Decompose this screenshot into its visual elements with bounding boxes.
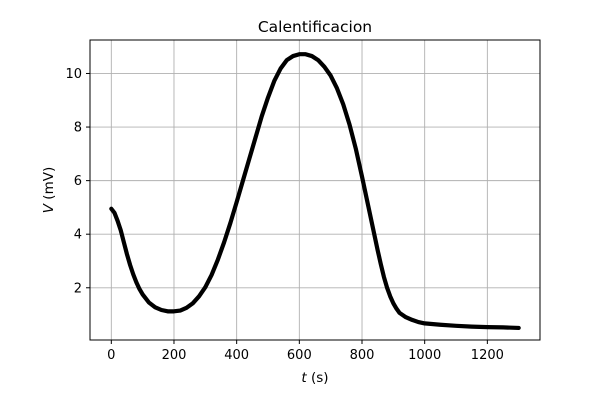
chart-title: Calentificacion	[258, 18, 372, 36]
y-tick-label: 6	[74, 174, 82, 189]
y-axis-ticks: 2 4 6 8 10	[65, 67, 90, 296]
x-tick-label: 1000	[408, 348, 441, 363]
x-axis-ticks: 0 200 400 600 800 1000 1200	[107, 340, 504, 363]
x-tick-label: 1200	[471, 348, 504, 363]
x-tick-label: 400	[224, 348, 249, 363]
x-tick-label: 200	[162, 348, 187, 363]
axes-frame	[89, 39, 541, 341]
grid	[90, 40, 540, 340]
y-axis-label-variable: V	[41, 202, 57, 213]
series-line	[109, 52, 521, 331]
y-tick-label: 4	[74, 228, 82, 243]
y-axis-label: V (mV)	[41, 167, 57, 213]
y-tick-label: 8	[74, 121, 82, 136]
plot-area	[90, 40, 540, 340]
y-tick-label: 2	[74, 281, 82, 296]
x-axis-label-variable: t	[301, 370, 307, 386]
x-tick-label: 0	[107, 348, 115, 363]
x-tick-label: 800	[350, 348, 375, 363]
x-axis-label: t (s)	[301, 370, 328, 386]
series-layer	[109, 52, 521, 331]
y-tick-label: 10	[65, 67, 82, 82]
y-axis-label-unit: (mV)	[41, 167, 57, 204]
x-tick-label: 600	[287, 348, 312, 363]
x-axis-label-unit: (s)	[307, 370, 329, 386]
